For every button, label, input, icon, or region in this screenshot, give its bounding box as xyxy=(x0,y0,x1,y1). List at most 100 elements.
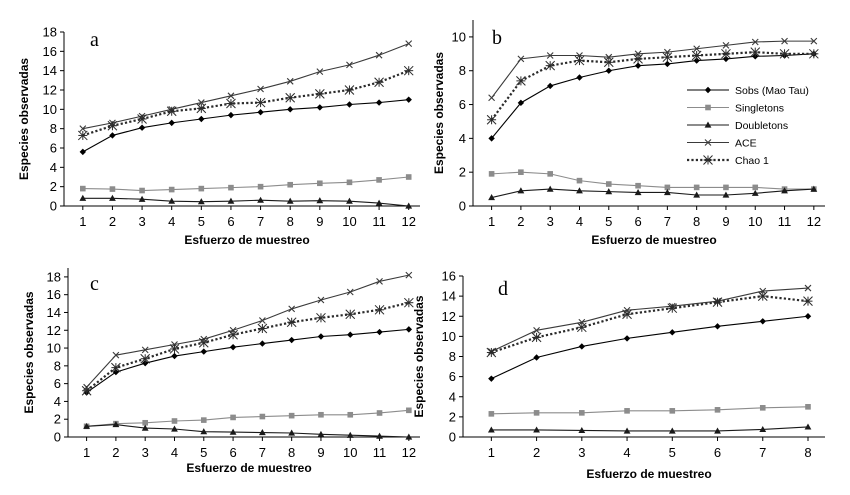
data-point xyxy=(667,303,678,314)
data-point xyxy=(752,184,759,191)
data-point xyxy=(168,119,175,127)
data-point xyxy=(779,48,790,59)
data-point xyxy=(804,284,812,292)
data-point xyxy=(714,323,721,330)
data-point xyxy=(624,408,630,414)
x-tick-label: 1 xyxy=(83,445,90,460)
data-point xyxy=(751,38,759,46)
data-point xyxy=(141,346,149,354)
data-point xyxy=(107,120,118,131)
data-point xyxy=(112,351,120,359)
data-point xyxy=(374,304,385,315)
data-point xyxy=(662,52,673,63)
data-point xyxy=(200,348,207,355)
data-point xyxy=(488,135,495,142)
legend-swatch-marker xyxy=(704,86,712,94)
data-point xyxy=(79,194,87,201)
y-tick-label: 0 xyxy=(54,430,61,445)
data-point xyxy=(663,188,671,196)
data-point xyxy=(345,309,356,320)
data-point xyxy=(623,335,631,342)
data-point xyxy=(403,297,414,308)
data-point xyxy=(376,328,383,336)
data-point xyxy=(810,37,818,45)
data-point xyxy=(757,291,768,301)
panel-letter: d xyxy=(498,278,508,300)
y-axis-label: Especies observadas xyxy=(17,58,31,180)
x-tick-label: 1 xyxy=(488,214,495,229)
series-sobs xyxy=(79,96,412,156)
x-tick-label: 3 xyxy=(578,445,585,460)
y-tick-label: 12 xyxy=(442,309,456,324)
data-point xyxy=(347,411,354,418)
data-point xyxy=(579,410,585,416)
series-line xyxy=(86,423,409,438)
x-tick-label: 5 xyxy=(605,214,612,229)
series-line xyxy=(491,171,814,190)
data-point xyxy=(138,124,146,131)
y-tick-label: 6 xyxy=(459,97,466,112)
data-point xyxy=(664,184,671,191)
y-axis-label: Especies observadas xyxy=(22,291,36,413)
data-point xyxy=(316,197,324,204)
data-point xyxy=(80,185,86,192)
data-point xyxy=(531,332,542,343)
legend-item-singletons: Singletons xyxy=(687,102,784,114)
data-point xyxy=(714,427,721,434)
y-tick-label: 8 xyxy=(449,349,456,364)
data-point xyxy=(574,55,585,66)
data-point xyxy=(576,52,583,59)
series-doubletons xyxy=(487,423,812,434)
data-point xyxy=(488,411,495,417)
x-tick-label: 10 xyxy=(342,214,356,229)
data-point xyxy=(488,94,495,102)
y-tick-label: 2 xyxy=(54,412,61,427)
y-tick-label: 6 xyxy=(449,369,456,384)
data-point xyxy=(111,362,121,373)
series-line xyxy=(491,53,814,139)
data-point xyxy=(286,77,294,85)
x-tick-label: 6 xyxy=(634,214,641,229)
data-point xyxy=(668,427,676,434)
data-point xyxy=(168,197,176,204)
series-line xyxy=(82,176,409,192)
data-point xyxy=(168,186,175,193)
data-point xyxy=(375,51,383,59)
data-point xyxy=(346,431,354,438)
x-tick-label: 4 xyxy=(171,445,178,460)
series-line xyxy=(82,69,410,137)
data-point xyxy=(810,185,818,192)
data-point xyxy=(316,104,324,111)
series-doubletons xyxy=(79,194,413,209)
data-point xyxy=(109,132,116,139)
data-point xyxy=(142,419,148,426)
data-point xyxy=(714,407,721,413)
x-tick-label: 5 xyxy=(669,445,676,460)
data-point xyxy=(759,287,767,295)
data-point xyxy=(622,309,632,320)
data-point xyxy=(803,296,813,307)
data-point xyxy=(316,312,326,323)
y-tick-label: 18 xyxy=(47,269,61,284)
data-point xyxy=(405,174,412,180)
y-tick-label: 8 xyxy=(54,358,61,373)
data-point xyxy=(578,318,586,326)
data-point xyxy=(721,48,731,59)
data-point xyxy=(488,194,496,201)
data-point xyxy=(227,111,235,119)
y-tick-label: 4 xyxy=(449,389,456,404)
y-tick-label: 8 xyxy=(50,121,57,136)
data-point xyxy=(603,57,614,68)
y-tick-label: 8 xyxy=(459,63,466,78)
y-tick-label: 4 xyxy=(459,131,466,146)
data-point xyxy=(634,62,642,69)
data-point xyxy=(808,48,819,59)
data-point xyxy=(663,48,671,56)
x-tick-label: 4 xyxy=(576,214,583,229)
legend-label: Doubletons xyxy=(735,120,788,132)
y-tick-label: 16 xyxy=(43,44,57,59)
data-point xyxy=(405,326,413,333)
data-point xyxy=(230,414,236,421)
